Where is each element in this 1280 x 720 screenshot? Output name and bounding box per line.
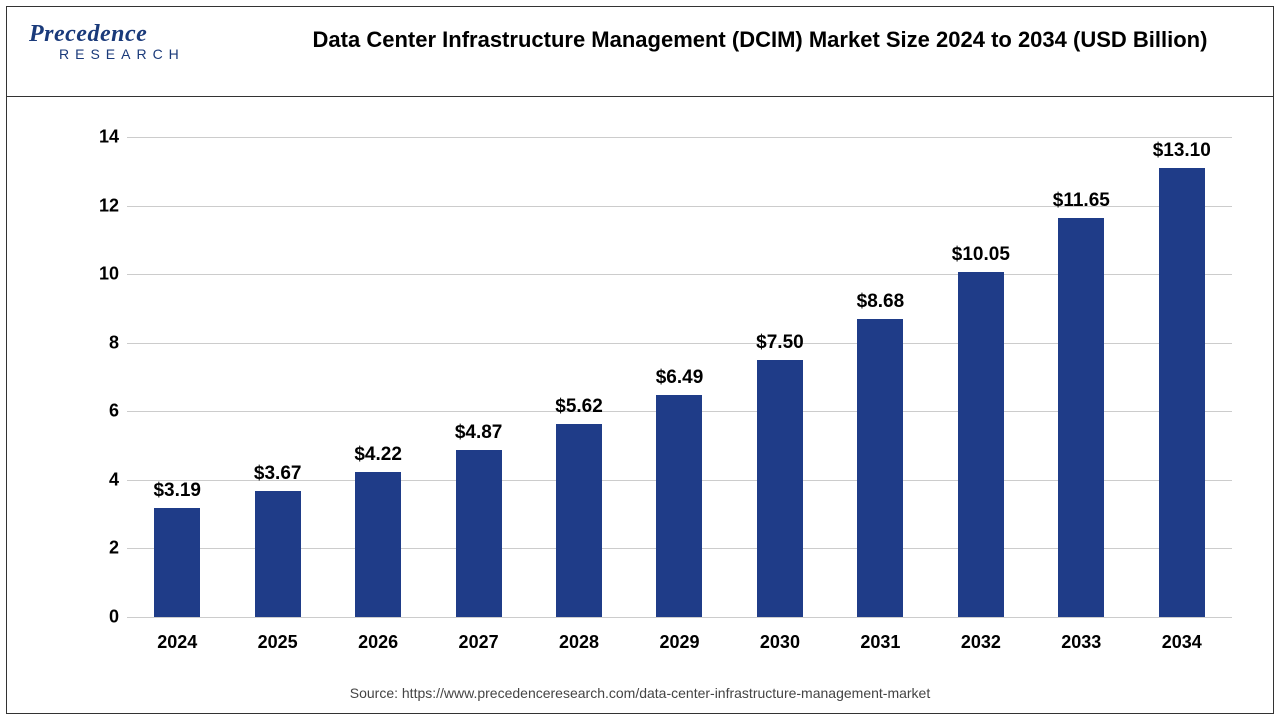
bar-slot: $5.622028 [529,137,629,617]
y-axis-tick-label: 14 [79,127,119,148]
bar-value-label: $8.68 [857,291,905,313]
bar-value-label: $11.65 [1053,190,1110,212]
x-axis-tick-label: 2032 [961,632,1001,653]
bar-value-label: $3.19 [153,480,201,502]
bar-value-label: $3.67 [254,463,302,485]
x-axis-tick-label: 2034 [1162,632,1202,653]
logo-line2: RESEARCH [29,46,209,62]
x-axis-tick-label: 2029 [659,632,699,653]
brand-logo: Precedence RESEARCH [29,21,209,62]
x-axis-tick-label: 2024 [157,632,197,653]
bar [355,472,401,617]
chart-frame: Precedence RESEARCH Data Center Infrastr… [6,6,1274,714]
bar-value-label: $6.49 [656,367,704,389]
bar-slot: $3.672025 [227,137,327,617]
bar-value-label: $4.87 [455,422,503,444]
bar [556,424,602,617]
bar-slot: $3.192024 [127,137,227,617]
bar-slot: $4.872027 [428,137,528,617]
bar-value-label: $10.05 [952,244,1010,266]
bar [857,319,903,617]
y-axis-tick-label: 6 [79,401,119,422]
bar-slot: $13.102034 [1132,137,1232,617]
y-axis-tick-label: 2 [79,538,119,559]
bar [456,450,502,617]
bar-slot: $11.652033 [1031,137,1131,617]
y-axis-tick-label: 8 [79,332,119,353]
y-axis-tick-label: 12 [79,195,119,216]
chart-title: Data Center Infrastructure Management (D… [307,25,1213,55]
x-axis-tick-label: 2030 [760,632,800,653]
bars-container: $3.192024$3.672025$4.222026$4.872027$5.6… [127,137,1232,617]
bar [958,272,1004,617]
x-axis-tick-label: 2026 [358,632,398,653]
bar-slot: $10.052032 [931,137,1031,617]
bar [1058,218,1104,617]
y-axis-tick-label: 10 [79,264,119,285]
gridline [127,617,1232,618]
bar-slot: $7.502030 [730,137,830,617]
y-axis-tick-label: 4 [79,469,119,490]
bar-value-label: $13.10 [1153,140,1211,162]
bar [154,508,200,617]
y-axis-tick-label: 0 [79,607,119,628]
bar-slot: $6.492029 [629,137,729,617]
chart-plot-area: 02468101214 $3.192024$3.672025$4.222026$… [127,137,1232,617]
source-text: Source: https://www.precedenceresearch.c… [7,685,1273,701]
x-axis-tick-label: 2027 [459,632,499,653]
logo-line1: Precedence [29,21,209,48]
bar-value-label: $7.50 [756,332,804,354]
bar [757,360,803,617]
x-axis-tick-label: 2031 [860,632,900,653]
bar-value-label: $4.22 [354,444,402,466]
x-axis-tick-label: 2028 [559,632,599,653]
bar-value-label: $5.62 [555,396,603,418]
x-axis-tick-label: 2025 [258,632,298,653]
bar [255,491,301,617]
header-band: Precedence RESEARCH Data Center Infrastr… [7,7,1273,97]
bar [656,395,702,618]
bar [1159,168,1205,617]
bar-slot: $8.682031 [830,137,930,617]
bar-slot: $4.222026 [328,137,428,617]
x-axis-tick-label: 2033 [1061,632,1101,653]
